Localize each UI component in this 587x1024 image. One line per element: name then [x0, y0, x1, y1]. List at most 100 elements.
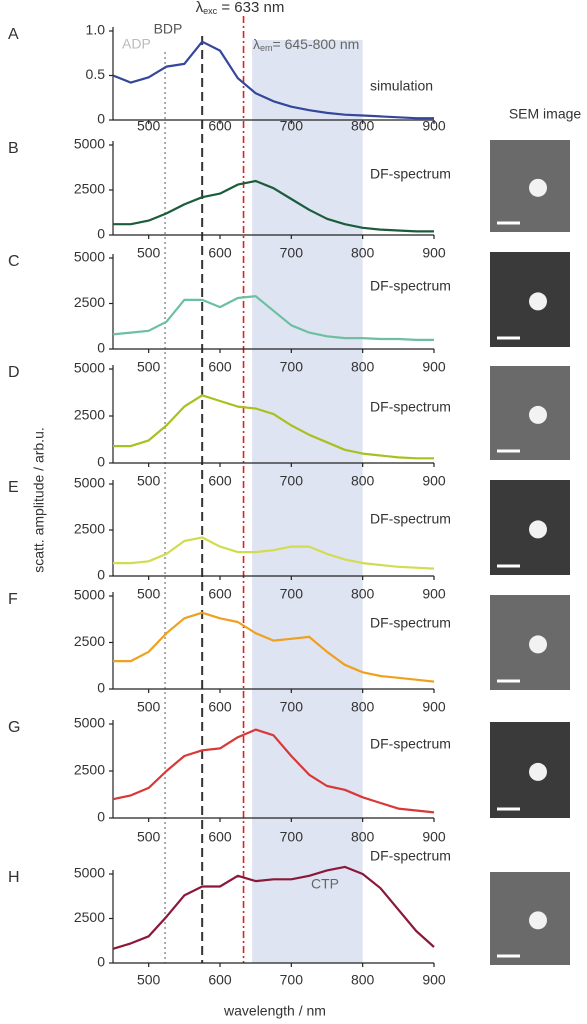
x-tick-label: 600 — [208, 586, 232, 602]
em-symbol: λ — [253, 36, 260, 52]
y-tick-label: 0 — [97, 340, 105, 356]
y-tick-label: 0 — [97, 454, 105, 470]
y-tick-label: 5000 — [74, 360, 105, 376]
spectrum-line — [113, 611, 435, 683]
x-tick-label: 700 — [280, 699, 304, 715]
x-tick-label: 600 — [208, 972, 232, 988]
panel-annotation: DF-spectrum — [370, 278, 451, 294]
panel-annotation: DF-spectrum — [370, 166, 451, 182]
sem-title: SEM image — [509, 106, 582, 122]
x-tick-label: 900 — [422, 829, 446, 845]
panel-letter: G — [8, 719, 20, 736]
x-tick-label: 800 — [351, 359, 375, 375]
x-tick-label: 500 — [137, 829, 161, 845]
x-axis-label: wavelength / nm — [223, 1003, 326, 1019]
y-tick-label: 0.5 — [86, 66, 106, 82]
x-tick-label: 600 — [208, 359, 232, 375]
sem-particle — [529, 520, 547, 539]
panel-letter: B — [8, 140, 19, 157]
x-tick-label: 700 — [280, 829, 304, 845]
y-tick-label: 0 — [97, 809, 105, 825]
sem-image — [490, 872, 570, 965]
background-layer — [164, 16, 363, 963]
panel-annotation: DF-spectrum — [370, 399, 451, 415]
panel-letter: D — [8, 364, 20, 381]
sem-image — [490, 366, 570, 460]
panel-letter: A — [8, 26, 19, 43]
x-tick-label: 800 — [351, 245, 375, 261]
sem-particle — [529, 178, 547, 197]
x-tick-label: 500 — [137, 359, 161, 375]
y-tick-label: 2500 — [74, 181, 105, 197]
x-tick-label: 700 — [280, 473, 304, 489]
panel-letter: F — [8, 591, 18, 608]
x-tick-label: 900 — [422, 118, 446, 134]
exc-label: λexc = 633 nm — [196, 0, 285, 16]
y-tick-label: 0 — [97, 111, 105, 127]
y-tick-label: 2500 — [74, 294, 105, 310]
spectrum-line — [113, 394, 434, 460]
adp-label: ADP — [122, 36, 151, 52]
y-tick-label: 2500 — [74, 909, 105, 925]
sem-particle — [529, 911, 547, 930]
y-tick-label: 2500 — [74, 521, 105, 537]
x-tick-label: 600 — [208, 118, 232, 134]
y-axis-label: scatt. amplitude / arb.u. — [31, 427, 47, 573]
panel-letter: H — [8, 869, 20, 886]
x-tick-label: 600 — [208, 245, 232, 261]
bdp-label: BDP — [154, 21, 183, 37]
em-label: λem= 645-800 nm — [253, 36, 359, 54]
x-tick-label: 900 — [422, 473, 446, 489]
x-tick-label: 800 — [351, 586, 375, 602]
y-tick-label: 0 — [97, 567, 105, 583]
emission-band — [252, 40, 363, 963]
panel-annotation: DF-spectrum — [370, 615, 451, 631]
sem-particle — [529, 762, 547, 781]
spectrum-line — [112, 865, 435, 950]
x-tick-label: 900 — [422, 586, 446, 602]
x-tick-label: 700 — [280, 359, 304, 375]
y-tick-label: 2500 — [74, 762, 105, 778]
sem-image — [490, 595, 570, 690]
x-tick-label: 500 — [137, 972, 161, 988]
y-tick-label: 5000 — [74, 249, 105, 265]
exc-symbol: λ — [196, 0, 204, 16]
em-sub: em — [260, 43, 273, 53]
sem-image — [490, 722, 570, 818]
sem-image — [490, 140, 570, 232]
x-tick-label: 500 — [137, 473, 161, 489]
panel-annotation: simulation — [370, 78, 433, 94]
x-tick-label: 600 — [208, 829, 232, 845]
sem-particle — [529, 635, 547, 654]
x-tick-label: 800 — [351, 473, 375, 489]
y-tick-label: 5000 — [74, 136, 105, 152]
x-tick-label: 600 — [208, 699, 232, 715]
y-tick-label: 2500 — [74, 633, 105, 649]
x-tick-label: 700 — [280, 972, 304, 988]
x-tick-label: 700 — [280, 118, 304, 134]
spectrum-line — [112, 295, 434, 341]
spectrum-line — [113, 179, 434, 233]
x-tick-label: 600 — [208, 473, 232, 489]
x-tick-label: 900 — [422, 699, 446, 715]
x-tick-label: 800 — [351, 699, 375, 715]
panel-letter: C — [8, 253, 20, 270]
y-tick-label: 0 — [97, 954, 105, 970]
panel-annotation: DF-spectrum — [370, 511, 451, 527]
panel-annotation: DF-spectrum — [370, 848, 451, 864]
sem-particle — [529, 405, 547, 424]
x-tick-label: 700 — [280, 245, 304, 261]
y-tick-label: 5000 — [74, 475, 105, 491]
y-tick-label: 0 — [97, 680, 105, 696]
ctp-label: CTP — [311, 876, 339, 892]
y-tick-label: 5000 — [74, 865, 105, 881]
y-tick-label: 5000 — [74, 715, 105, 731]
x-tick-label: 500 — [137, 586, 161, 602]
panel-letter: E — [8, 479, 19, 496]
y-tick-label: 2500 — [74, 407, 105, 423]
spectrum-line — [112, 728, 435, 814]
sem-image — [490, 252, 570, 347]
x-tick-label: 800 — [351, 972, 375, 988]
exc-rest: = 633 nm — [217, 0, 284, 16]
